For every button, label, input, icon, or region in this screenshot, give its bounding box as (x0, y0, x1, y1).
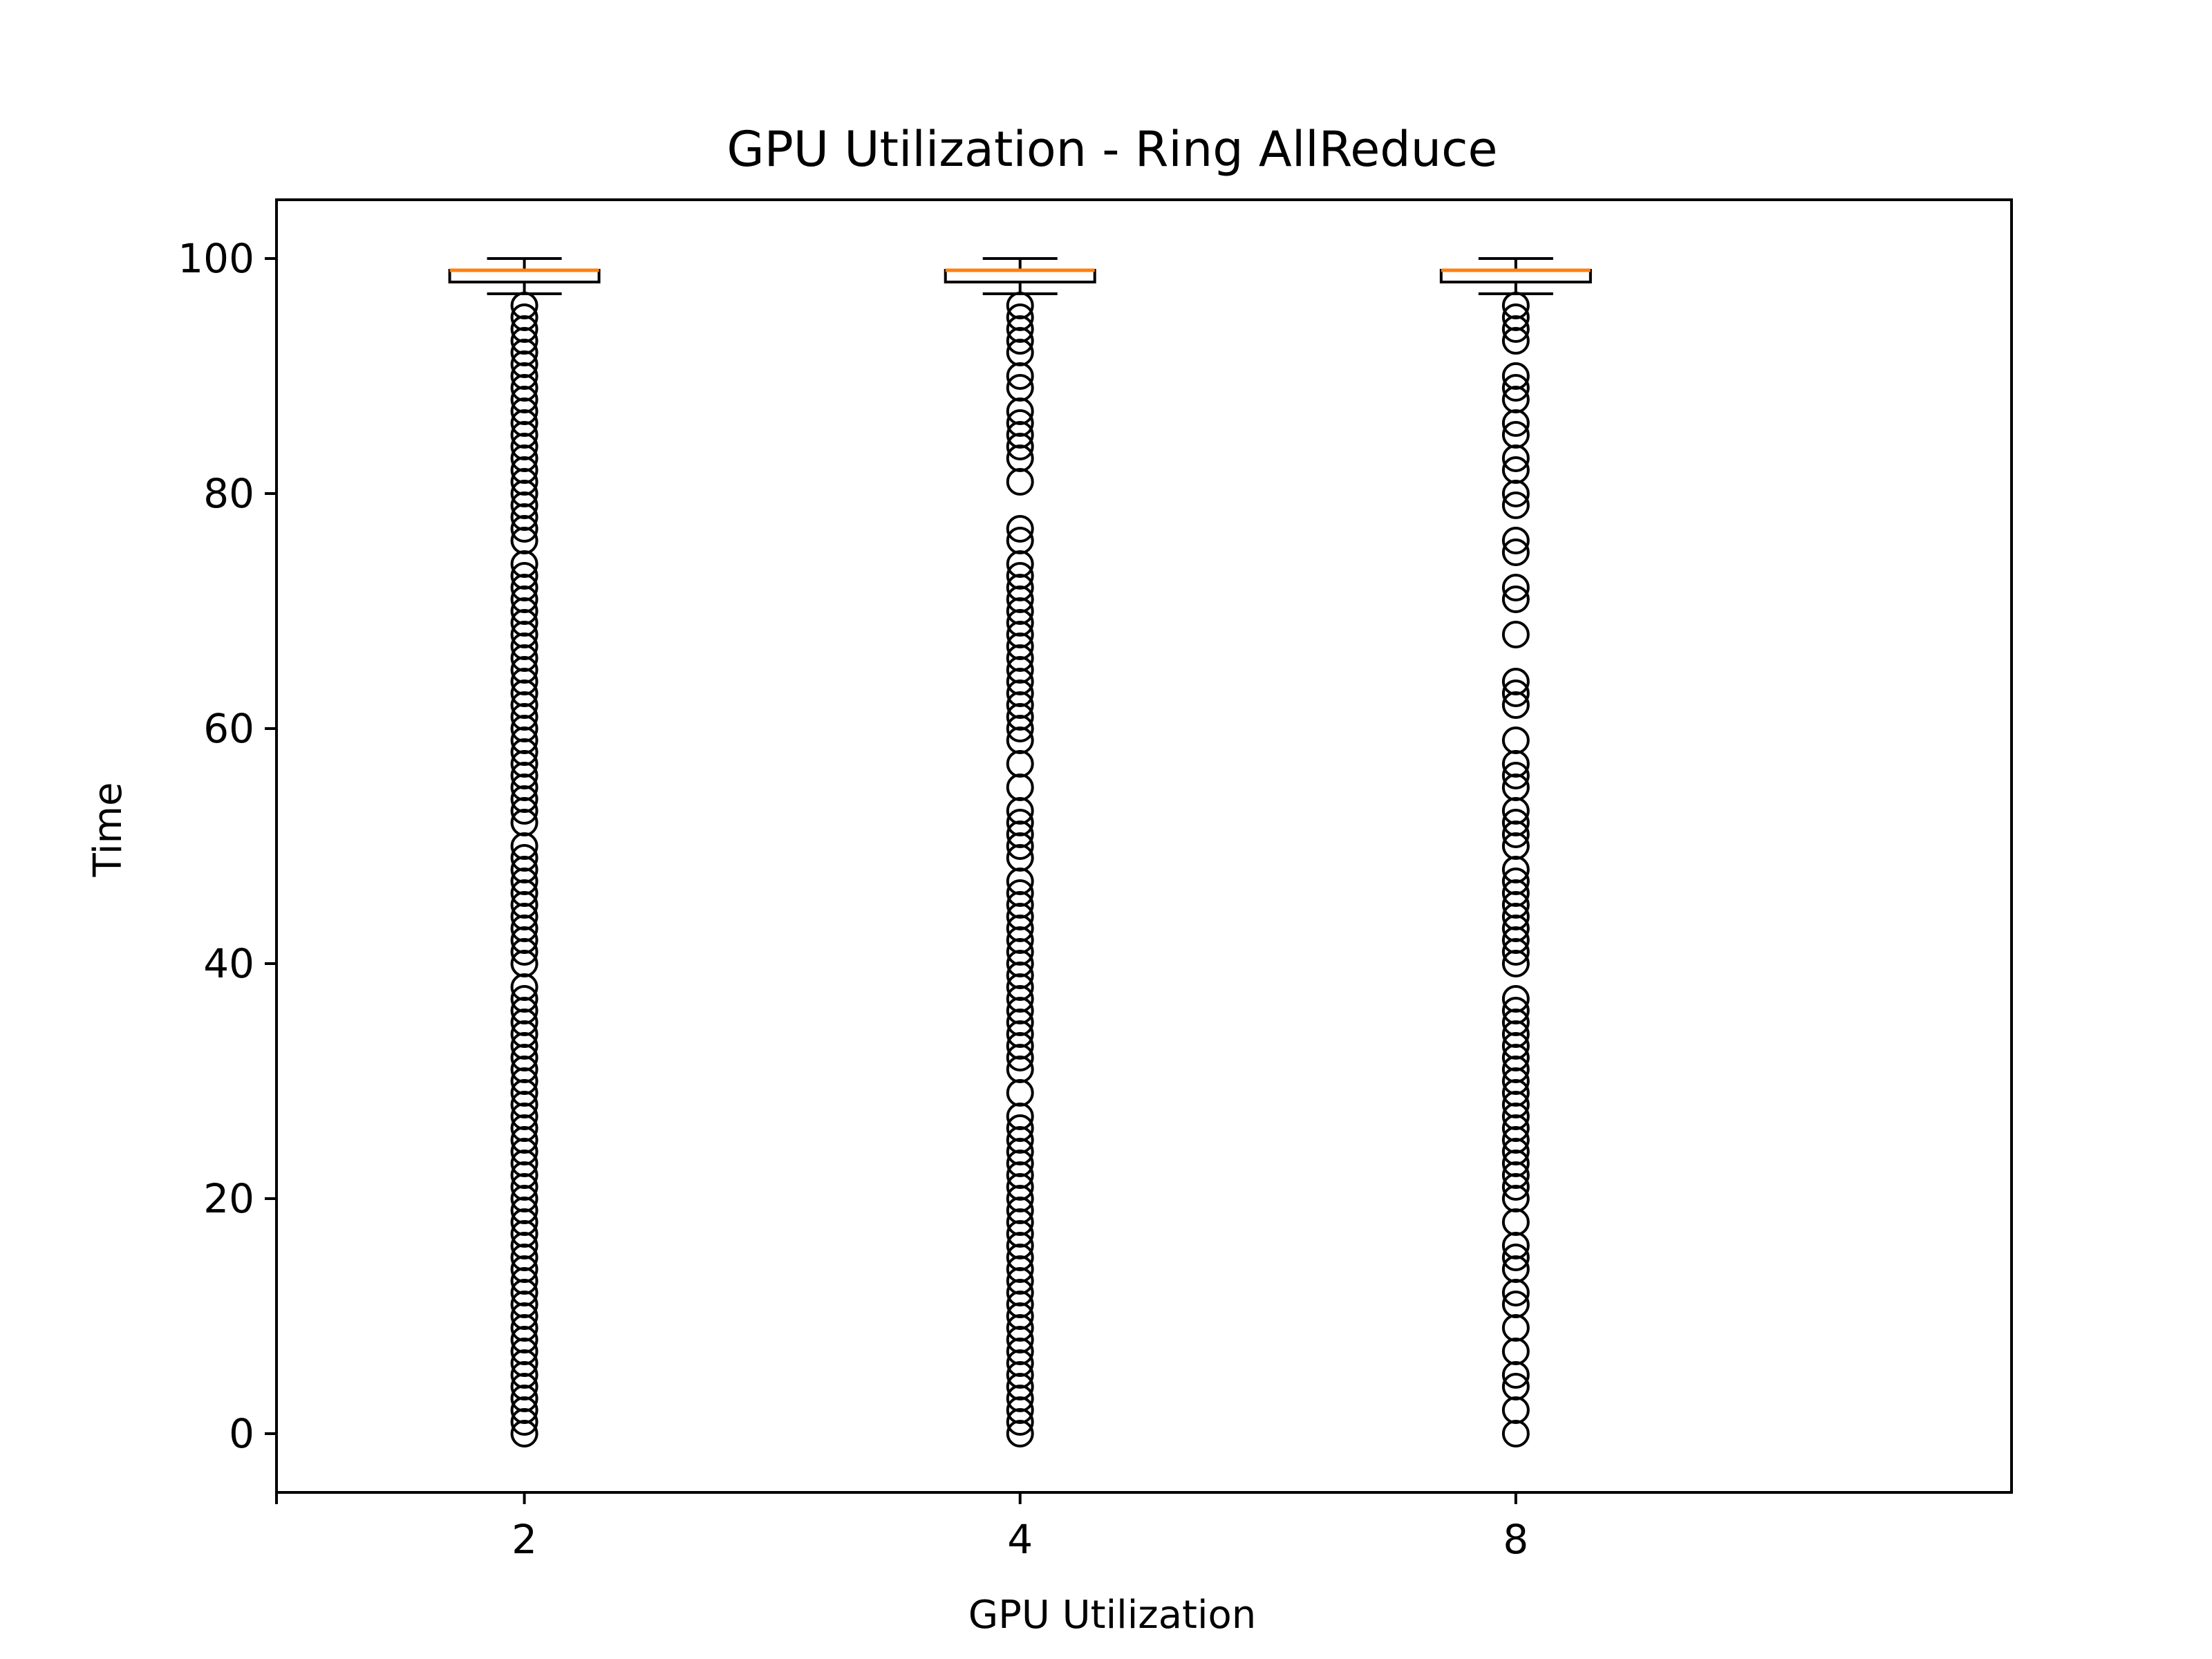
outlier-8-71 (1501, 585, 1530, 613)
outlier-4-77 (1006, 515, 1034, 543)
outlier-8-85 (1501, 421, 1530, 449)
boxes-layer (448, 257, 1592, 1447)
outlier-8-56 (1501, 762, 1530, 789)
outlier-8-59 (1501, 727, 1530, 754)
outlier-8-95 (1501, 303, 1530, 331)
outlier-8-76 (1501, 527, 1530, 554)
y-tick-label-80: 80 (203, 470, 254, 517)
outlier-4-73 (1006, 562, 1034, 590)
outlier-4-26 (1006, 1114, 1034, 1142)
outlier-8-68 (1501, 621, 1530, 648)
box-group-8 (1439, 257, 1592, 1447)
y-tick-label-20: 20 (203, 1175, 254, 1222)
y-tick-label-100: 100 (178, 235, 254, 282)
outlier-4-57 (1006, 750, 1034, 778)
outlier-4-86 (1006, 409, 1034, 437)
x-axis: 2 4 8 (275, 1492, 1528, 1563)
outlier-8-2 (1501, 1396, 1530, 1424)
box-8 (1439, 269, 1592, 283)
outlier-8-36 (1501, 997, 1530, 1024)
outlier-8-18 (1501, 1208, 1530, 1236)
outlier-8-63 (1501, 679, 1530, 707)
y-tick-label-60: 60 (203, 705, 254, 752)
y-axis: 0 20 40 60 80 100 (178, 235, 276, 1457)
outlier-4-46 (1006, 879, 1034, 907)
chart-title: GPU Utilization - Ring AllReduce (727, 121, 1497, 178)
x-tick-label-2: 2 (512, 1516, 537, 1563)
y-tick-label-0: 0 (229, 1410, 254, 1457)
outlier-8-37 (1501, 985, 1530, 1013)
outlier-2-73 (510, 562, 538, 590)
outlier-8-90 (1501, 362, 1530, 390)
outlier-8-7 (1501, 1338, 1530, 1365)
outlier-2-37 (510, 985, 538, 1013)
outlier-4-52 (1006, 809, 1034, 836)
outlier-4-89 (1006, 374, 1034, 402)
outlier-4-29 (1006, 1079, 1034, 1107)
outlier-2-95 (510, 303, 538, 331)
y-tick-label-40: 40 (203, 940, 254, 987)
outlier-8-0 (1501, 1420, 1530, 1447)
plot-frame (275, 198, 2013, 1494)
x-tick-label-4: 4 (1007, 1516, 1033, 1563)
outlier-8-64 (1501, 668, 1530, 695)
outlier-8-52 (1501, 809, 1530, 836)
outlier-4-55 (1006, 774, 1034, 801)
box-group-2 (448, 257, 601, 1447)
x-axis-label: GPU Utilization (968, 1593, 1257, 1638)
outlier-2-96 (510, 292, 538, 319)
outlier-8-82 (1501, 456, 1530, 484)
outlier-8-79 (1501, 491, 1530, 519)
x-tick-label-8: 8 (1503, 1516, 1528, 1563)
outlier-8-89 (1501, 374, 1530, 402)
outlier-4-95 (1006, 303, 1034, 331)
outlier-8-4 (1501, 1373, 1530, 1400)
outlier-4-81 (1006, 468, 1034, 496)
box-group-4 (944, 257, 1096, 1447)
outlier-8-9 (1501, 1314, 1530, 1342)
outlier-8-11 (1501, 1291, 1530, 1318)
box-4 (944, 269, 1096, 283)
outlier-8-72 (1501, 574, 1530, 601)
outlier-8-75 (1501, 538, 1530, 566)
outlier-8-96 (1501, 292, 1530, 319)
outlier-8-47 (1501, 868, 1530, 895)
box-2 (448, 269, 601, 283)
y-axis-label: Time (86, 782, 131, 877)
outlier-8-15 (1501, 1244, 1530, 1271)
outlier-4-76 (1006, 527, 1034, 554)
outlier-4-96 (1006, 292, 1034, 319)
outlier-2-49 (510, 844, 538, 872)
